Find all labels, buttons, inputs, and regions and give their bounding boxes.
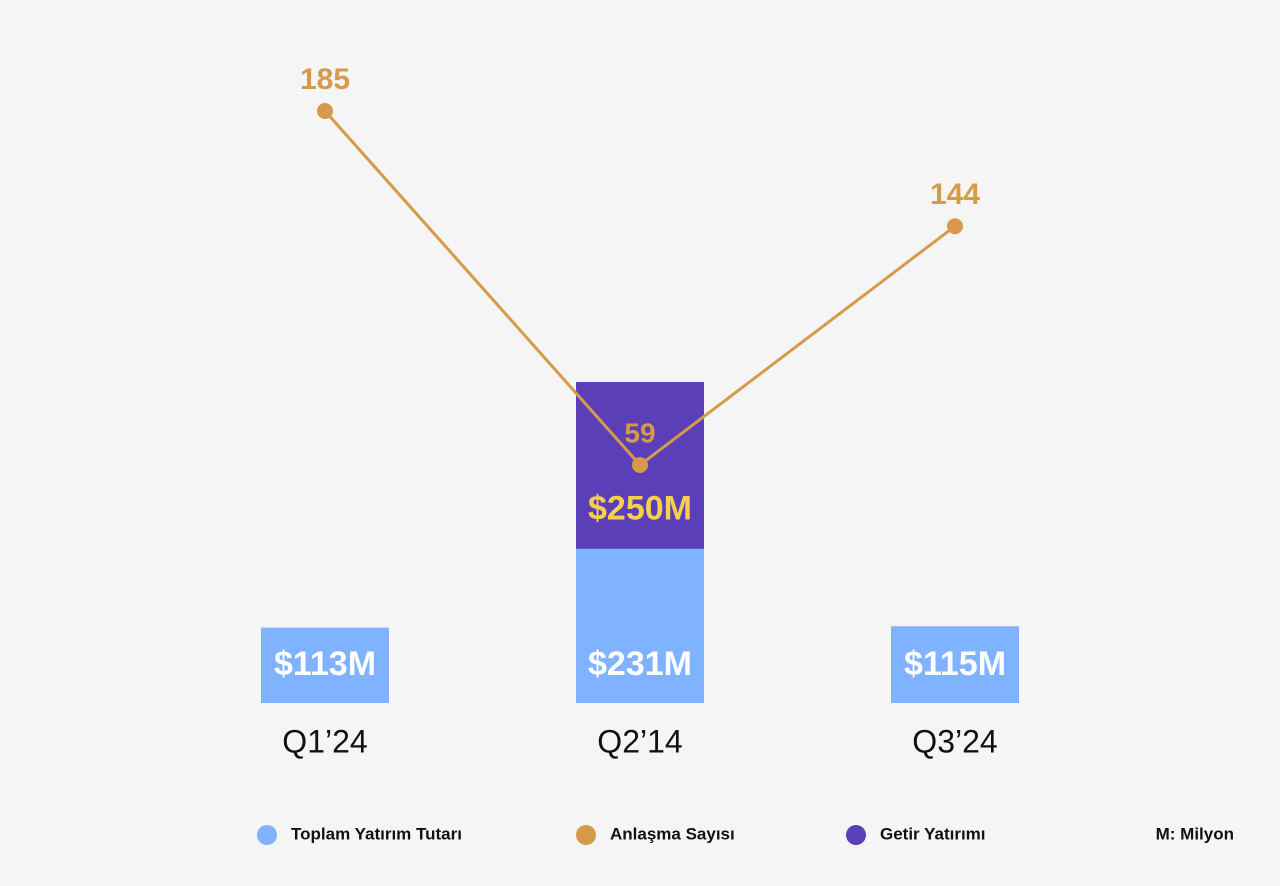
x-tick-label: Q1’24 <box>282 723 367 759</box>
legend-marker <box>257 825 277 845</box>
legend-label: Anlaşma Sayısı <box>610 824 735 843</box>
x-tick-label: Q3’24 <box>912 723 997 759</box>
value-label: $250M <box>588 489 692 527</box>
note: M: Milyon <box>1156 824 1234 843</box>
legend-label: Getir Yatırımı <box>880 824 986 843</box>
value-label: $115M <box>904 645 1006 683</box>
bar <box>576 548 704 703</box>
value-label: $113M <box>274 645 376 683</box>
legend-marker <box>846 825 866 845</box>
bar <box>261 627 389 703</box>
value-label: 144 <box>930 178 980 211</box>
value-label: $231M <box>588 645 692 683</box>
value-label: 185 <box>300 63 350 96</box>
line-point <box>632 457 648 473</box>
line-point <box>947 218 963 235</box>
legend-label: Toplam Yatırım Tutarı <box>291 824 462 843</box>
line-point <box>317 103 333 119</box>
x-tick-label: Q2’14 <box>597 723 682 759</box>
legend-marker <box>576 825 596 845</box>
bar <box>891 626 1019 703</box>
value-label: 59 <box>624 417 655 448</box>
